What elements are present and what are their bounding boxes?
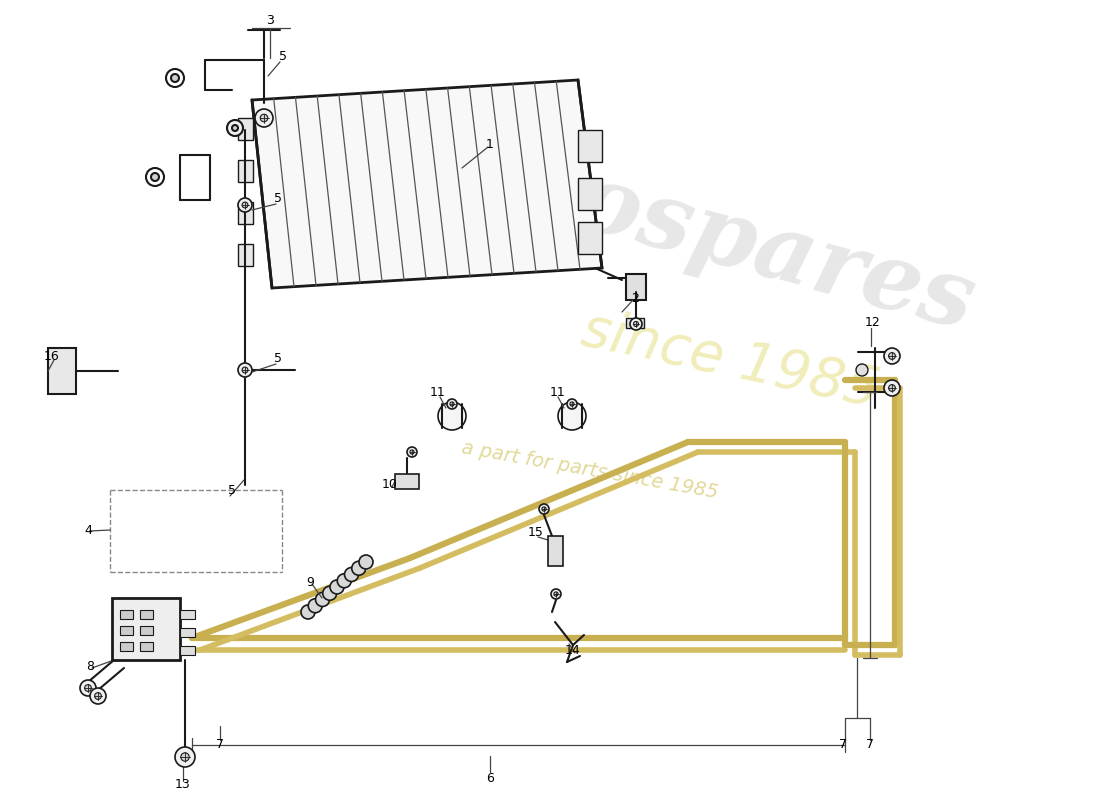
Text: 5: 5	[274, 351, 282, 365]
Circle shape	[344, 567, 359, 582]
Circle shape	[447, 399, 456, 409]
Circle shape	[151, 173, 160, 181]
Text: a part for parts since 1985: a part for parts since 1985	[460, 438, 719, 502]
Text: 16: 16	[44, 350, 59, 362]
Circle shape	[889, 353, 895, 359]
Circle shape	[634, 322, 638, 326]
Circle shape	[301, 605, 315, 619]
Text: 12: 12	[865, 317, 881, 330]
Circle shape	[551, 589, 561, 599]
Circle shape	[255, 109, 273, 127]
Circle shape	[338, 574, 351, 588]
Bar	[120, 626, 133, 635]
Circle shape	[450, 402, 454, 406]
Circle shape	[554, 592, 558, 596]
Bar	[238, 160, 253, 182]
Circle shape	[175, 747, 195, 767]
Circle shape	[352, 562, 365, 575]
Text: 3: 3	[266, 14, 274, 26]
Circle shape	[180, 753, 189, 762]
Circle shape	[884, 348, 900, 364]
Text: 1: 1	[486, 138, 494, 151]
Circle shape	[170, 74, 179, 82]
Bar	[112, 598, 180, 660]
Text: 9: 9	[306, 575, 313, 589]
Bar	[626, 274, 646, 300]
Bar	[120, 610, 133, 619]
Bar	[238, 118, 253, 140]
Bar	[578, 178, 602, 210]
Text: since 1985: since 1985	[576, 302, 883, 418]
Bar	[548, 536, 563, 566]
Text: 5: 5	[274, 191, 282, 205]
Text: 6: 6	[486, 771, 494, 785]
Circle shape	[238, 363, 252, 377]
Circle shape	[80, 680, 96, 696]
Bar	[48, 348, 76, 394]
Bar	[238, 202, 253, 224]
Text: 5: 5	[279, 50, 287, 62]
Bar	[180, 628, 195, 637]
Circle shape	[438, 402, 466, 430]
Bar	[238, 244, 253, 266]
Circle shape	[566, 399, 578, 409]
Circle shape	[410, 450, 414, 454]
Text: eurospares: eurospares	[396, 110, 984, 350]
Bar	[140, 610, 153, 619]
Bar	[395, 474, 419, 489]
Circle shape	[232, 125, 238, 131]
Circle shape	[359, 555, 373, 569]
Circle shape	[330, 580, 344, 594]
Circle shape	[407, 447, 417, 457]
Circle shape	[570, 402, 574, 406]
Bar	[140, 626, 153, 635]
Text: 10: 10	[382, 478, 398, 491]
Bar	[140, 642, 153, 651]
Circle shape	[242, 367, 248, 373]
Circle shape	[316, 593, 330, 606]
Text: 7: 7	[839, 738, 847, 751]
Bar	[180, 610, 195, 619]
Text: 13: 13	[175, 778, 191, 791]
Circle shape	[146, 168, 164, 186]
Text: 2: 2	[631, 291, 639, 305]
Circle shape	[884, 380, 900, 396]
Circle shape	[539, 504, 549, 514]
Text: 7: 7	[216, 738, 224, 751]
Circle shape	[90, 688, 106, 704]
Circle shape	[542, 507, 546, 511]
Circle shape	[95, 693, 101, 699]
Bar	[578, 130, 602, 162]
Circle shape	[322, 586, 337, 600]
Polygon shape	[252, 80, 602, 288]
Circle shape	[238, 198, 252, 212]
Circle shape	[558, 402, 586, 430]
Bar	[120, 642, 133, 651]
Text: 7: 7	[866, 738, 874, 751]
Circle shape	[242, 202, 248, 208]
Text: 14: 14	[565, 645, 581, 658]
Text: 4: 4	[84, 523, 92, 537]
Circle shape	[227, 120, 243, 136]
Circle shape	[856, 364, 868, 376]
Text: 5: 5	[228, 483, 236, 497]
Bar	[578, 222, 602, 254]
Circle shape	[308, 598, 322, 613]
Circle shape	[166, 69, 184, 87]
Text: 8: 8	[86, 659, 94, 673]
Circle shape	[889, 385, 895, 391]
Circle shape	[630, 318, 642, 330]
Bar	[626, 318, 644, 328]
Text: 11: 11	[550, 386, 565, 399]
Text: 11: 11	[430, 386, 446, 399]
Circle shape	[85, 685, 91, 691]
Text: 15: 15	[528, 526, 543, 539]
Circle shape	[261, 114, 267, 122]
Bar	[180, 646, 195, 655]
